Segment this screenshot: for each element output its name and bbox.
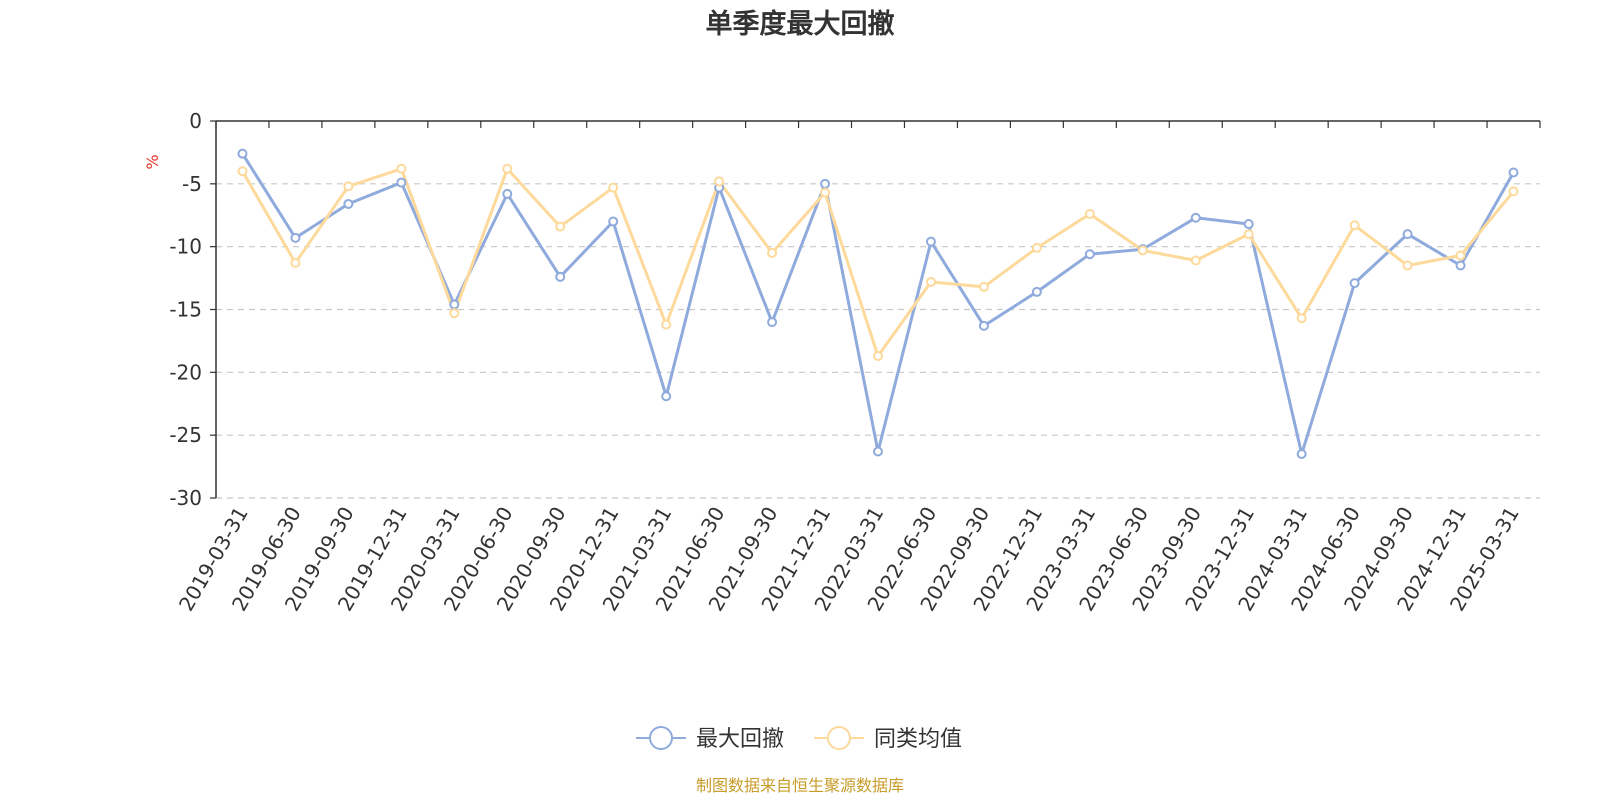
legend-label: 最大回撤 <box>696 727 784 752</box>
y-tick-label: -30 <box>169 486 202 510</box>
legend-item-0[interactable]: 最大回撤 <box>636 726 784 752</box>
series-layer <box>237 148 1519 460</box>
data-point <box>396 177 407 188</box>
data-point <box>1349 278 1360 289</box>
data-point <box>449 308 460 319</box>
data-point <box>1455 260 1466 271</box>
source-note: 制图数据来自恒生聚源数据库 <box>696 776 904 795</box>
axes <box>210 120 1541 499</box>
data-point <box>608 182 619 193</box>
legend[interactable]: 最大回撤 同类均值 <box>636 726 962 752</box>
data-point <box>237 148 248 159</box>
y-axis-unit: % <box>143 154 162 169</box>
data-point <box>1084 208 1095 219</box>
data-point <box>1349 220 1360 231</box>
data-point <box>1296 313 1307 324</box>
data-point <box>925 276 936 287</box>
data-point <box>502 163 513 174</box>
data-point <box>1243 229 1254 240</box>
data-point <box>873 350 883 361</box>
data-point <box>396 163 407 174</box>
data-point <box>237 166 248 177</box>
data-point <box>925 236 936 247</box>
data-point <box>661 319 672 330</box>
series-line-1 <box>241 167 1515 358</box>
data-point <box>343 181 354 192</box>
data-point <box>1402 260 1413 271</box>
data-point <box>661 391 672 402</box>
data-point <box>1031 242 1042 253</box>
data-point <box>820 178 831 189</box>
y-tick-label: -15 <box>169 298 202 322</box>
y-tick-label: 0 <box>189 109 202 133</box>
data-point <box>714 176 725 187</box>
data-point <box>767 317 778 328</box>
data-point <box>449 299 460 310</box>
data-point <box>608 216 619 227</box>
data-point <box>502 188 513 199</box>
data-point <box>1243 219 1254 230</box>
x-axis-ticks: 2019-03-312019-06-302019-09-302019-12-31… <box>174 503 1524 616</box>
legend-marker <box>827 726 851 750</box>
data-point <box>1402 229 1413 240</box>
data-point <box>1508 186 1519 197</box>
data-point <box>1190 255 1201 266</box>
gridlines <box>216 183 1540 499</box>
data-point <box>1084 249 1095 260</box>
data-point <box>290 232 301 243</box>
data-point <box>820 187 831 198</box>
legend-marker <box>649 726 673 750</box>
data-point <box>873 446 883 457</box>
data-point <box>1508 167 1519 178</box>
y-tick-label: -10 <box>169 235 202 259</box>
data-point <box>1455 250 1466 261</box>
data-point <box>1296 449 1307 460</box>
data-point <box>290 258 301 269</box>
data-point <box>555 271 566 282</box>
data-point <box>1190 212 1201 223</box>
legend-label: 同类均值 <box>874 727 962 752</box>
chart-title: 单季度最大回撤 <box>706 8 895 40</box>
data-point <box>343 198 354 209</box>
data-point <box>978 320 989 331</box>
data-point <box>978 281 989 292</box>
data-point <box>1031 286 1042 297</box>
data-point <box>767 247 778 258</box>
y-tick-label: -5 <box>182 172 202 196</box>
y-axis-ticks: 0 -5 -10 -15 -20 -25 -30 <box>169 109 202 510</box>
legend-item-1[interactable]: 同类均值 <box>814 726 962 752</box>
series-line-0 <box>241 152 1515 456</box>
y-tick-label: -20 <box>169 360 202 384</box>
data-point <box>555 221 566 232</box>
data-point <box>1137 245 1148 256</box>
y-tick-label: -25 <box>169 423 202 447</box>
